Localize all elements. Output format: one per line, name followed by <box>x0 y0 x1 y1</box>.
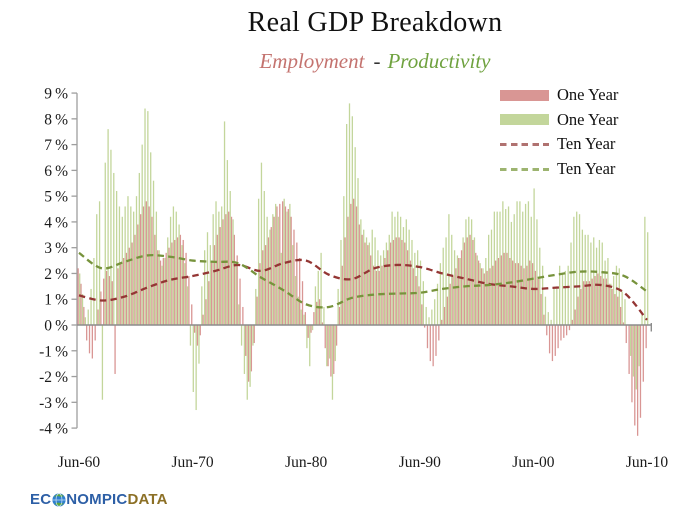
globe-icon <box>52 492 66 507</box>
chart-subtitle: Employment - Productivity <box>55 49 695 74</box>
svg-text:-3 %: -3 % <box>39 395 68 412</box>
legend-label: Ten Year <box>557 159 616 179</box>
legend: One Year One Year Ten Year Ten Year <box>500 83 618 181</box>
svg-text:Jun-90: Jun-90 <box>399 454 441 471</box>
logo-text-nompic: NOMPIC <box>66 491 128 508</box>
svg-text:8 %: 8 % <box>44 111 68 128</box>
svg-text:1 %: 1 % <box>44 292 68 309</box>
svg-text:Jun-00: Jun-00 <box>512 454 554 471</box>
svg-text:5 %: 5 % <box>44 189 68 206</box>
employment-ten-year-line <box>78 258 648 321</box>
legend-item-employment-ten-year: Ten Year <box>500 132 618 157</box>
svg-text:0 %: 0 % <box>44 318 68 335</box>
y-axis: -4 % -3 % -2 % -1 % 0 % 1 % 2 % 3 % 4 % 5 % 6 % 7 %… <box>39 86 78 438</box>
legend-item-productivity-ten-year: Ten Year <box>500 157 618 182</box>
productivity-ten-year-line <box>78 251 648 309</box>
svg-text:6 %: 6 % <box>44 163 68 180</box>
productivity-bar-swatch-icon <box>500 114 549 126</box>
svg-text:Jun-10: Jun-10 <box>626 454 668 471</box>
svg-text:Jun-60: Jun-60 <box>58 454 100 471</box>
svg-text:4 %: 4 % <box>44 214 68 231</box>
employment-dash-swatch-icon <box>500 142 549 146</box>
subtitle-separator: - <box>373 49 381 73</box>
svg-text:-4 %: -4 % <box>39 421 68 438</box>
svg-text:7 %: 7 % <box>44 137 68 154</box>
logo-text-data: DATA <box>127 491 168 508</box>
subtitle-employment: Employment <box>259 49 365 73</box>
econompic-logo: EC NOMPIC DATA <box>30 491 168 508</box>
productivity-dash-swatch-icon <box>500 167 549 171</box>
svg-text:Jun-80: Jun-80 <box>285 454 327 471</box>
subtitle-productivity: Productivity <box>387 49 491 73</box>
legend-label: One Year <box>557 85 619 105</box>
chart-title: Real GDP Breakdown <box>247 7 503 38</box>
employment-one-year-bars <box>77 198 647 436</box>
legend-item-employment-one-year: One Year <box>500 83 618 108</box>
legend-label: One Year <box>557 109 619 129</box>
x-axis-labels: Jun-60 Jun-70 Jun-80 Jun-90 Jun-00 Jun-10 <box>58 454 668 471</box>
svg-text:-2 %: -2 % <box>39 369 68 386</box>
legend-item-productivity-one-year: One Year <box>500 108 618 133</box>
employment-bar-swatch-icon <box>500 89 549 101</box>
productivity-one-year-bars <box>79 103 649 411</box>
svg-text:Jun-70: Jun-70 <box>171 454 213 471</box>
svg-text:3 %: 3 % <box>44 240 68 257</box>
svg-text:2 %: 2 % <box>44 266 68 283</box>
logo-text-ec: EC <box>30 491 52 508</box>
svg-text:-1 %: -1 % <box>39 343 68 360</box>
svg-text:9 %: 9 % <box>44 86 68 103</box>
legend-label: Ten Year <box>557 134 616 154</box>
